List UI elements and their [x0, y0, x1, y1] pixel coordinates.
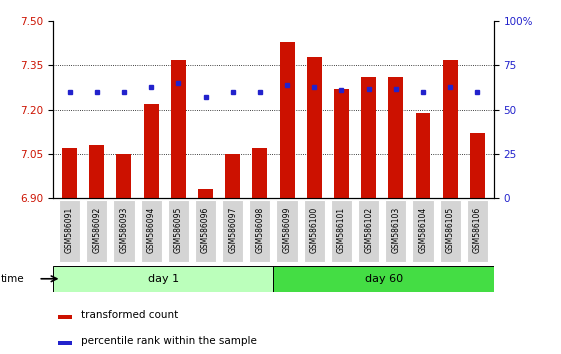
Bar [198, 189, 213, 198]
Text: GSM586095: GSM586095 [174, 206, 183, 253]
FancyBboxPatch shape [358, 200, 379, 262]
FancyBboxPatch shape [412, 200, 434, 262]
Text: GSM586094: GSM586094 [146, 206, 155, 253]
FancyBboxPatch shape [59, 200, 80, 262]
Text: GSM586099: GSM586099 [283, 206, 292, 253]
Bar [307, 57, 322, 198]
FancyBboxPatch shape [277, 200, 298, 262]
FancyBboxPatch shape [195, 200, 216, 262]
Text: GSM586103: GSM586103 [392, 206, 401, 253]
Text: GSM586105: GSM586105 [445, 206, 454, 253]
Text: GSM586102: GSM586102 [364, 207, 373, 253]
Text: GSM586104: GSM586104 [419, 206, 427, 253]
Text: day 1: day 1 [148, 274, 179, 284]
Bar [171, 59, 186, 198]
Text: GSM586098: GSM586098 [255, 206, 264, 253]
FancyBboxPatch shape [440, 200, 461, 262]
Bar [62, 148, 77, 198]
FancyBboxPatch shape [222, 200, 243, 262]
Text: percentile rank within the sample: percentile rank within the sample [81, 336, 257, 346]
FancyBboxPatch shape [385, 200, 406, 262]
Bar [58, 315, 72, 319]
FancyBboxPatch shape [86, 200, 107, 262]
Bar [443, 59, 458, 198]
Text: GSM586092: GSM586092 [93, 206, 102, 253]
Bar [274, 266, 494, 292]
Text: GSM586096: GSM586096 [201, 206, 210, 253]
FancyBboxPatch shape [467, 200, 488, 262]
Text: GSM586091: GSM586091 [65, 206, 74, 253]
Bar [279, 42, 295, 198]
Bar [361, 77, 376, 198]
FancyBboxPatch shape [249, 200, 270, 262]
Bar [117, 154, 131, 198]
Text: GSM586097: GSM586097 [228, 206, 237, 253]
Bar [53, 266, 274, 292]
Text: GSM586101: GSM586101 [337, 207, 346, 253]
Bar [388, 77, 403, 198]
Bar [225, 154, 240, 198]
FancyBboxPatch shape [331, 200, 352, 262]
Text: day 60: day 60 [365, 274, 403, 284]
Bar [416, 113, 430, 198]
FancyBboxPatch shape [113, 200, 135, 262]
FancyBboxPatch shape [304, 200, 325, 262]
Bar [58, 341, 72, 345]
Text: GSM586093: GSM586093 [119, 206, 128, 253]
Bar [89, 145, 104, 198]
Text: GSM586100: GSM586100 [310, 206, 319, 253]
Text: time: time [1, 274, 25, 284]
Bar [470, 133, 485, 198]
Text: GSM586106: GSM586106 [473, 206, 482, 253]
Bar [144, 104, 159, 198]
Bar [334, 89, 349, 198]
FancyBboxPatch shape [141, 200, 162, 262]
Text: transformed count: transformed count [81, 310, 178, 320]
Bar [252, 148, 268, 198]
FancyBboxPatch shape [168, 200, 189, 262]
